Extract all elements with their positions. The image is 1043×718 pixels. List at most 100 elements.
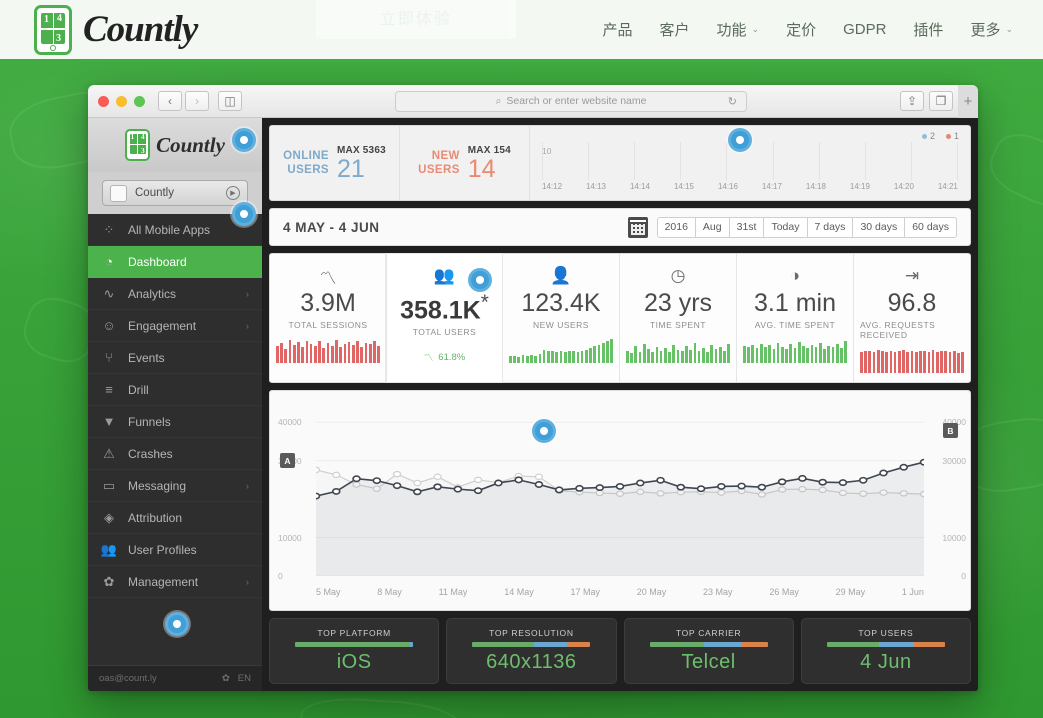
chart-data-point bbox=[657, 478, 664, 483]
sidebar-item-drill[interactable]: ≡ Drill bbox=[88, 374, 262, 406]
new-tab-button[interactable]: + bbox=[958, 85, 978, 118]
sidebar-item-funnels[interactable]: ▼ Funnels bbox=[88, 406, 262, 438]
users-icon: 👥 bbox=[433, 266, 456, 285]
chart-marker-b[interactable]: B bbox=[943, 423, 958, 438]
sessions-overview-chart[interactable]: 0 10000 30000 40000 0 10000 30000 40000 A B 5 … bbox=[269, 390, 971, 611]
gear-icon[interactable]: ✿ bbox=[221, 673, 230, 684]
new-users-label-line2: USERS bbox=[418, 164, 460, 176]
card-top-users[interactable]: TOP USERS 4 Jun bbox=[800, 618, 971, 684]
chart-data-point bbox=[373, 486, 380, 491]
app-selector[interactable]: Countly ▶ bbox=[102, 180, 248, 206]
kpi-cards: 〽 3.9M TOTAL SESSIONS 👥 358.1K* TOTAL US… bbox=[269, 253, 971, 383]
app-main: ONLINE USERS MAX 5363 21 NEW USERS bbox=[262, 118, 978, 691]
nav-item-gdpr[interactable]: GDPR bbox=[843, 21, 886, 38]
reload-icon[interactable]: ↻ bbox=[727, 95, 737, 108]
click-indicator bbox=[232, 128, 256, 152]
sparkline-bar bbox=[601, 342, 605, 363]
card-top-resolution[interactable]: TOP RESOLUTION 640x1136 bbox=[446, 618, 617, 684]
date-button-7-days[interactable]: 7 days bbox=[807, 216, 854, 238]
sidebar-item-engagement[interactable]: ☺ Engagement › bbox=[88, 310, 262, 342]
kpi-card-time-spent[interactable]: ◷ 23 yrs TIME SPENT bbox=[619, 254, 736, 382]
sidebar-item-events[interactable]: ⑂ Events bbox=[88, 342, 262, 374]
sidebar-item-analytics[interactable]: ∿ Analytics › bbox=[88, 278, 262, 310]
address-bar[interactable]: ⌕ Search or enter website name ↻ bbox=[395, 90, 747, 112]
kpi-sparkline bbox=[276, 339, 380, 363]
sidebar-item-label: Attribution bbox=[128, 510, 183, 525]
chart-data-point bbox=[617, 484, 624, 489]
language-selector[interactable]: EN bbox=[237, 673, 251, 684]
kpi-value: 96.8 bbox=[887, 289, 937, 317]
app-thumbnail-icon bbox=[110, 184, 127, 202]
sidebar-item-management[interactable]: ✿ Management › bbox=[88, 566, 262, 598]
back-button[interactable]: ‹ bbox=[158, 91, 182, 111]
share-button[interactable]: ⇪ bbox=[900, 91, 924, 111]
card-top-carrier[interactable]: TOP CARRIER Telcel bbox=[623, 618, 794, 684]
nav-item-customers[interactable]: 客户 bbox=[659, 19, 689, 40]
chart-data-point bbox=[637, 489, 644, 494]
show-tabs-button[interactable]: ❐ bbox=[929, 91, 953, 111]
date-button-31st[interactable]: 31st bbox=[729, 216, 765, 238]
sparkline-bar bbox=[923, 351, 926, 373]
sparkline-bar bbox=[284, 348, 288, 363]
sidebar-item-attribution[interactable]: ◈ Attribution bbox=[88, 502, 262, 534]
chevron-right-icon: › bbox=[246, 320, 249, 331]
sidebar-item-dashboard[interactable]: ◔ Dashboard bbox=[88, 246, 262, 278]
card-top-platform[interactable]: TOP PLATFORM iOS bbox=[269, 618, 440, 684]
date-button-today[interactable]: Today bbox=[764, 216, 808, 238]
calendar-icon[interactable] bbox=[627, 216, 648, 238]
sparkline-bar bbox=[864, 350, 867, 373]
kpi-card-avg-requests-received[interactable]: ⇥ 96.8 AVG. REQUESTS RECEIVED bbox=[853, 254, 970, 382]
kpi-label: AVG. TIME SPENT bbox=[754, 320, 836, 330]
minichart-xtick: 14:20 bbox=[893, 182, 914, 191]
sparkline-bar bbox=[373, 341, 376, 363]
date-button-2016[interactable]: 2016 bbox=[656, 216, 696, 238]
forward-button[interactable]: › bbox=[185, 91, 209, 111]
sparkline-bar bbox=[806, 348, 809, 363]
kpi-card-avg-time-spent[interactable]: ◑ 3.1 min AVG. TIME SPENT bbox=[736, 254, 853, 382]
card-bar-segment bbox=[826, 642, 879, 647]
minichart-xtick: 14:16 bbox=[717, 182, 738, 191]
close-window-button[interactable] bbox=[98, 95, 109, 107]
maximize-window-button[interactable] bbox=[134, 95, 145, 107]
pulse-icon: ∿ bbox=[103, 285, 115, 301]
click-indicator bbox=[728, 128, 752, 152]
sparkline-bar bbox=[919, 350, 922, 373]
sparkline-bar bbox=[356, 340, 359, 363]
online-users-minichart[interactable]: 2 1 10 14:12 14:13 14:14 14:15 14:16 14:17 14:… bbox=[530, 126, 970, 200]
user-email[interactable]: oas@count.ly bbox=[99, 673, 157, 684]
date-button-30-days[interactable]: 30 days bbox=[853, 216, 906, 238]
nav-item-more[interactable]: 更多 ⌄ bbox=[970, 19, 1013, 40]
sparkline-bar bbox=[914, 352, 918, 373]
nav-item-plugins[interactable]: 插件 bbox=[913, 19, 943, 40]
site-logo[interactable]: 1 4 3 Countly bbox=[34, 4, 198, 55]
sidebar-item-messaging[interactable]: ▭ Messaging › bbox=[88, 470, 262, 502]
date-button-aug[interactable]: Aug bbox=[695, 216, 730, 238]
sparkline-bar bbox=[685, 346, 688, 363]
kpi-sparkline bbox=[860, 349, 964, 373]
sidebar-item-all-mobile-apps[interactable]: ⁘ All Mobile Apps bbox=[88, 214, 262, 246]
sidebar-item-crashes[interactable]: ⚠ Crashes bbox=[88, 438, 262, 470]
date-button-60-days[interactable]: 60 days bbox=[905, 216, 957, 238]
sparkline-bar bbox=[647, 349, 650, 363]
sidebar-item-user-profiles[interactable]: 👥 User Profiles bbox=[88, 534, 262, 566]
app-selector-go-icon[interactable]: ▶ bbox=[226, 186, 240, 200]
sidebar-item-label: Events bbox=[128, 350, 165, 365]
chart-data-point bbox=[860, 491, 867, 496]
chart-data-point bbox=[556, 487, 563, 492]
sparkline-bar bbox=[931, 350, 935, 373]
kpi-card-new-users[interactable]: 👤 123.4K NEW USERS bbox=[502, 254, 619, 382]
nav-label: 定价 bbox=[786, 22, 817, 39]
nav-item-products[interactable]: 产品 bbox=[602, 19, 632, 40]
sidebar-toggle-button[interactable]: ◫ bbox=[218, 91, 242, 111]
sparkline-bar bbox=[313, 346, 317, 363]
kpi-trend-value: 61.8% bbox=[438, 351, 466, 363]
chart-marker-a[interactable]: A bbox=[280, 453, 295, 468]
sparkline-bar bbox=[584, 349, 588, 363]
kpi-card-total-sessions[interactable]: 〽 3.9M TOTAL SESSIONS bbox=[270, 254, 386, 382]
promo-overlay-button[interactable]: 立即体验 bbox=[316, 0, 516, 39]
card-bar-segment bbox=[533, 642, 567, 647]
nav-item-features[interactable]: 功能 ⌄ bbox=[717, 19, 760, 40]
nav-item-pricing[interactable]: 定价 bbox=[786, 19, 816, 40]
minimize-window-button[interactable] bbox=[116, 95, 127, 107]
browser-window: ‹ › ◫ ⌕ Search or enter website name ↻ ⇪… bbox=[88, 85, 978, 691]
